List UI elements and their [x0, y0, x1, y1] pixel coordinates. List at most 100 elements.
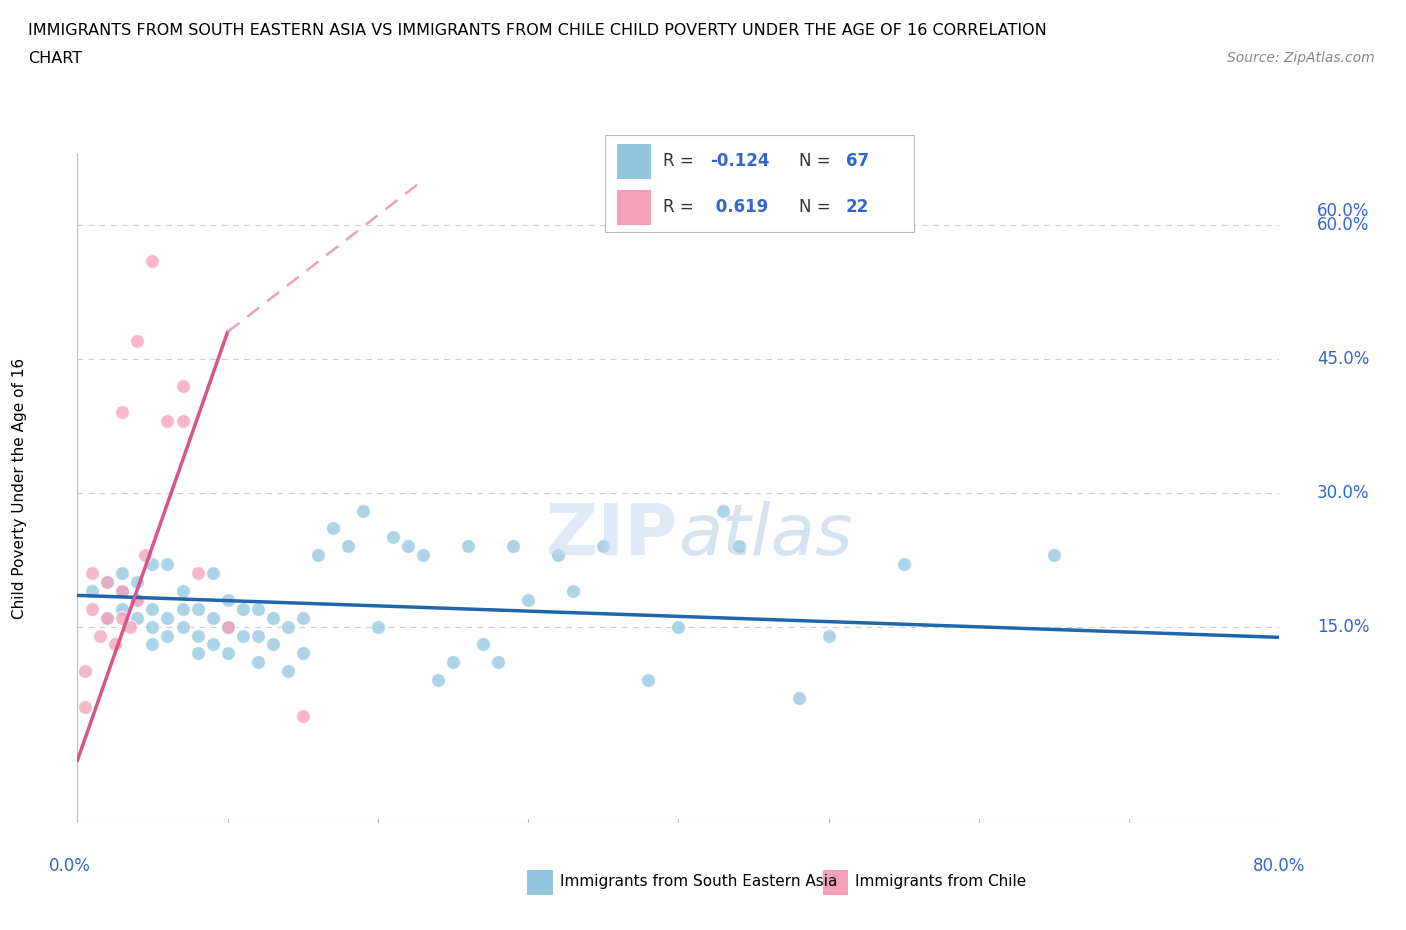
Point: [172, 414, 194, 429]
Point: [668, 619, 690, 634]
Point: [141, 637, 163, 652]
Point: [291, 709, 314, 724]
Point: [186, 602, 209, 617]
Text: 22: 22: [846, 198, 869, 216]
Text: 80.0%: 80.0%: [1253, 857, 1306, 875]
Bar: [617, 190, 651, 225]
Point: [172, 379, 194, 393]
Point: [412, 548, 434, 563]
Point: [201, 565, 224, 580]
Point: [156, 557, 179, 572]
Point: [127, 592, 149, 607]
Point: [127, 592, 149, 607]
Text: 67: 67: [846, 153, 869, 170]
Point: [82, 583, 104, 598]
Point: [396, 538, 419, 553]
Point: [232, 628, 254, 643]
Text: 30.0%: 30.0%: [1317, 484, 1369, 501]
Point: [186, 565, 209, 580]
Point: [118, 619, 141, 634]
Point: [111, 583, 134, 598]
Point: [96, 575, 118, 590]
Point: [82, 602, 104, 617]
Text: 45.0%: 45.0%: [1317, 350, 1369, 367]
Point: [441, 655, 464, 670]
Point: [1043, 548, 1066, 563]
Point: [352, 503, 374, 518]
Point: [111, 602, 134, 617]
Point: [156, 610, 179, 625]
Point: [637, 672, 659, 687]
Point: [127, 610, 149, 625]
Point: [201, 610, 224, 625]
Point: [246, 628, 269, 643]
Point: [104, 637, 127, 652]
Point: [457, 538, 479, 553]
Point: [277, 619, 299, 634]
Point: [111, 565, 134, 580]
Point: [232, 602, 254, 617]
Point: [217, 592, 239, 607]
Text: R =: R =: [664, 153, 699, 170]
Point: [111, 583, 134, 598]
Point: [547, 548, 569, 563]
Point: [73, 664, 96, 679]
Point: [381, 530, 404, 545]
Point: [713, 503, 735, 518]
Text: 15.0%: 15.0%: [1317, 618, 1369, 635]
Point: [134, 548, 156, 563]
Point: [96, 610, 118, 625]
Point: [893, 557, 915, 572]
Point: [217, 619, 239, 634]
Point: [201, 637, 224, 652]
Point: [472, 637, 495, 652]
Point: [517, 592, 540, 607]
Point: [111, 610, 134, 625]
Point: [127, 334, 149, 349]
Text: -0.124: -0.124: [710, 153, 769, 170]
Point: [427, 672, 450, 687]
Text: 0.0%: 0.0%: [49, 857, 91, 875]
Point: [367, 619, 389, 634]
Text: ZIP: ZIP: [546, 500, 679, 569]
Point: [246, 602, 269, 617]
Text: Source: ZipAtlas.com: Source: ZipAtlas.com: [1227, 51, 1375, 65]
Text: atlas: atlas: [679, 500, 853, 569]
Point: [486, 655, 509, 670]
Point: [217, 646, 239, 661]
Text: 60.0%: 60.0%: [1317, 216, 1369, 233]
Point: [217, 619, 239, 634]
Point: [141, 557, 163, 572]
Point: [141, 253, 163, 268]
Text: 0.619: 0.619: [710, 198, 768, 216]
Point: [562, 583, 585, 598]
Text: R =: R =: [664, 198, 699, 216]
Point: [96, 610, 118, 625]
Text: N =: N =: [800, 198, 837, 216]
Bar: [617, 143, 651, 179]
Text: 60.0%: 60.0%: [1317, 203, 1369, 220]
Text: CHART: CHART: [28, 51, 82, 66]
Point: [73, 699, 96, 714]
Text: IMMIGRANTS FROM SOUTH EASTERN ASIA VS IMMIGRANTS FROM CHILE CHILD POVERTY UNDER : IMMIGRANTS FROM SOUTH EASTERN ASIA VS IM…: [28, 23, 1047, 38]
Point: [172, 602, 194, 617]
Point: [291, 610, 314, 625]
Point: [156, 628, 179, 643]
Point: [277, 664, 299, 679]
Point: [82, 565, 104, 580]
Point: [186, 628, 209, 643]
Point: [307, 548, 329, 563]
Point: [156, 414, 179, 429]
Point: [186, 646, 209, 661]
Point: [817, 628, 839, 643]
Point: [172, 619, 194, 634]
Point: [89, 628, 111, 643]
Point: [787, 691, 810, 706]
Point: [96, 575, 118, 590]
Text: Immigrants from Chile: Immigrants from Chile: [855, 874, 1026, 889]
Text: Child Poverty Under the Age of 16: Child Poverty Under the Age of 16: [13, 358, 27, 618]
Point: [262, 637, 284, 652]
Point: [336, 538, 359, 553]
Point: [262, 610, 284, 625]
Point: [502, 538, 524, 553]
